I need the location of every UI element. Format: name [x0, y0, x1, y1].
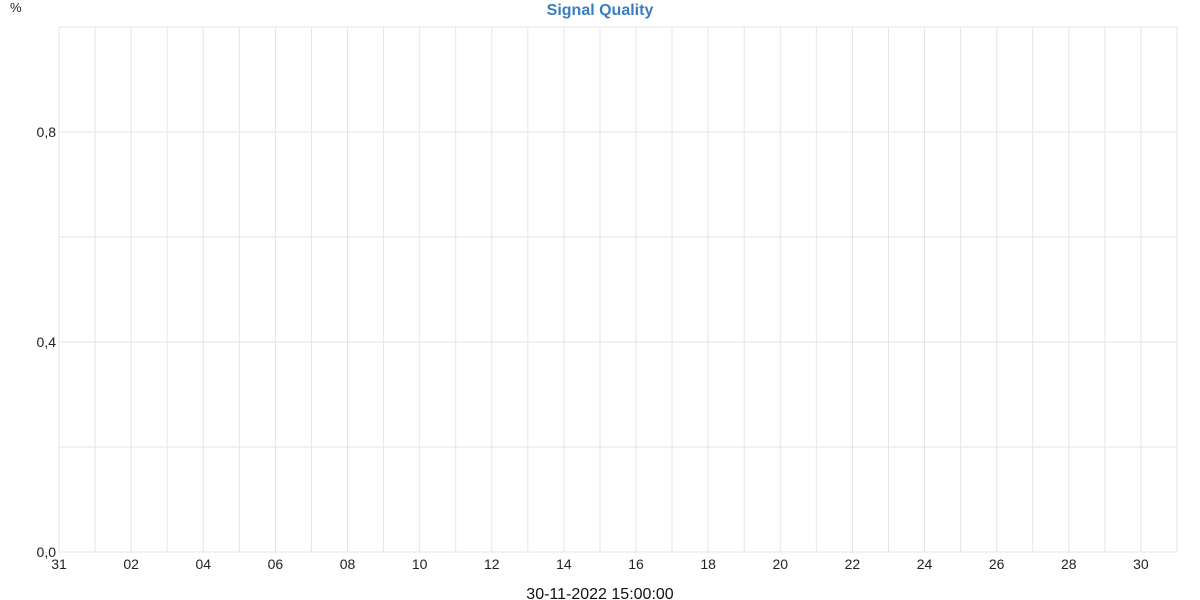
- y-axis-unit-label: %: [10, 0, 22, 15]
- chart-title: Signal Quality: [547, 2, 654, 19]
- x-tick-label: 26: [989, 556, 1005, 572]
- horizontal-gridlines: [59, 26, 1177, 553]
- x-tick-label: 16: [628, 556, 644, 572]
- x-tick-label: 02: [123, 556, 139, 572]
- x-tick-label: 06: [268, 556, 284, 572]
- x-tick-label: 18: [700, 556, 716, 572]
- x-tick-label: 20: [773, 556, 789, 572]
- x-tick-label: 22: [845, 556, 861, 572]
- x-axis-timestamp-label: 30-11-2022 15:00:00: [526, 586, 673, 600]
- x-tick-label: 10: [412, 556, 428, 572]
- x-tick-label: 30: [1133, 556, 1149, 572]
- y-axis-tick-labels: 0,0 0,4 0,8: [37, 124, 57, 560]
- x-tick-label: 28: [1061, 556, 1077, 572]
- x-tick-label: 04: [195, 556, 211, 572]
- x-tick-label: 31: [51, 556, 67, 572]
- x-tick-label: 14: [556, 556, 572, 572]
- y-tick-label: 0,4: [37, 334, 57, 350]
- x-tick-label: 08: [340, 556, 356, 572]
- y-tick-label: 0,0: [37, 544, 57, 560]
- x-tick-label: 12: [484, 556, 500, 572]
- vertical-gridlines: [58, 27, 1178, 552]
- x-axis-tick-labels: 31 02 04 06 08 10 12 14 16 18 20 22 24 26 28 30: [51, 556, 1149, 572]
- y-tick-label: 0,8: [37, 124, 57, 140]
- x-tick-label: 24: [917, 556, 933, 572]
- plot-area-border: [58, 26, 1178, 553]
